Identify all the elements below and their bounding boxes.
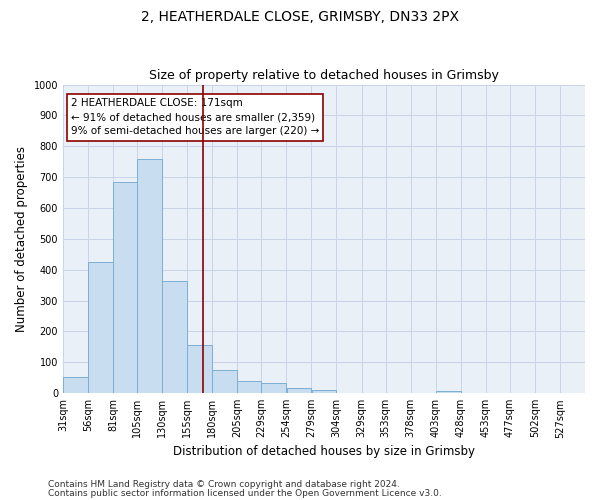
X-axis label: Distribution of detached houses by size in Grimsby: Distribution of detached houses by size … <box>173 444 475 458</box>
Text: Contains public sector information licensed under the Open Government Licence v3: Contains public sector information licen… <box>48 488 442 498</box>
Bar <box>311 390 337 393</box>
Text: Contains HM Land Registry data © Crown copyright and database right 2024.: Contains HM Land Registry data © Crown c… <box>48 480 400 489</box>
Bar <box>88 262 113 393</box>
Bar <box>137 158 162 393</box>
Title: Size of property relative to detached houses in Grimsby: Size of property relative to detached ho… <box>149 69 499 82</box>
Bar <box>212 370 237 393</box>
Y-axis label: Number of detached properties: Number of detached properties <box>15 146 28 332</box>
Text: 2, HEATHERDALE CLOSE, GRIMSBY, DN33 2PX: 2, HEATHERDALE CLOSE, GRIMSBY, DN33 2PX <box>141 10 459 24</box>
Bar <box>436 390 461 393</box>
Text: 2 HEATHERDALE CLOSE: 171sqm
← 91% of detached houses are smaller (2,359)
9% of s: 2 HEATHERDALE CLOSE: 171sqm ← 91% of det… <box>71 98 319 136</box>
Bar <box>238 381 261 393</box>
Bar <box>287 388 311 393</box>
Bar <box>187 346 212 393</box>
Bar <box>113 182 137 393</box>
Bar <box>262 384 286 393</box>
Bar <box>63 377 88 393</box>
Bar <box>162 280 187 393</box>
